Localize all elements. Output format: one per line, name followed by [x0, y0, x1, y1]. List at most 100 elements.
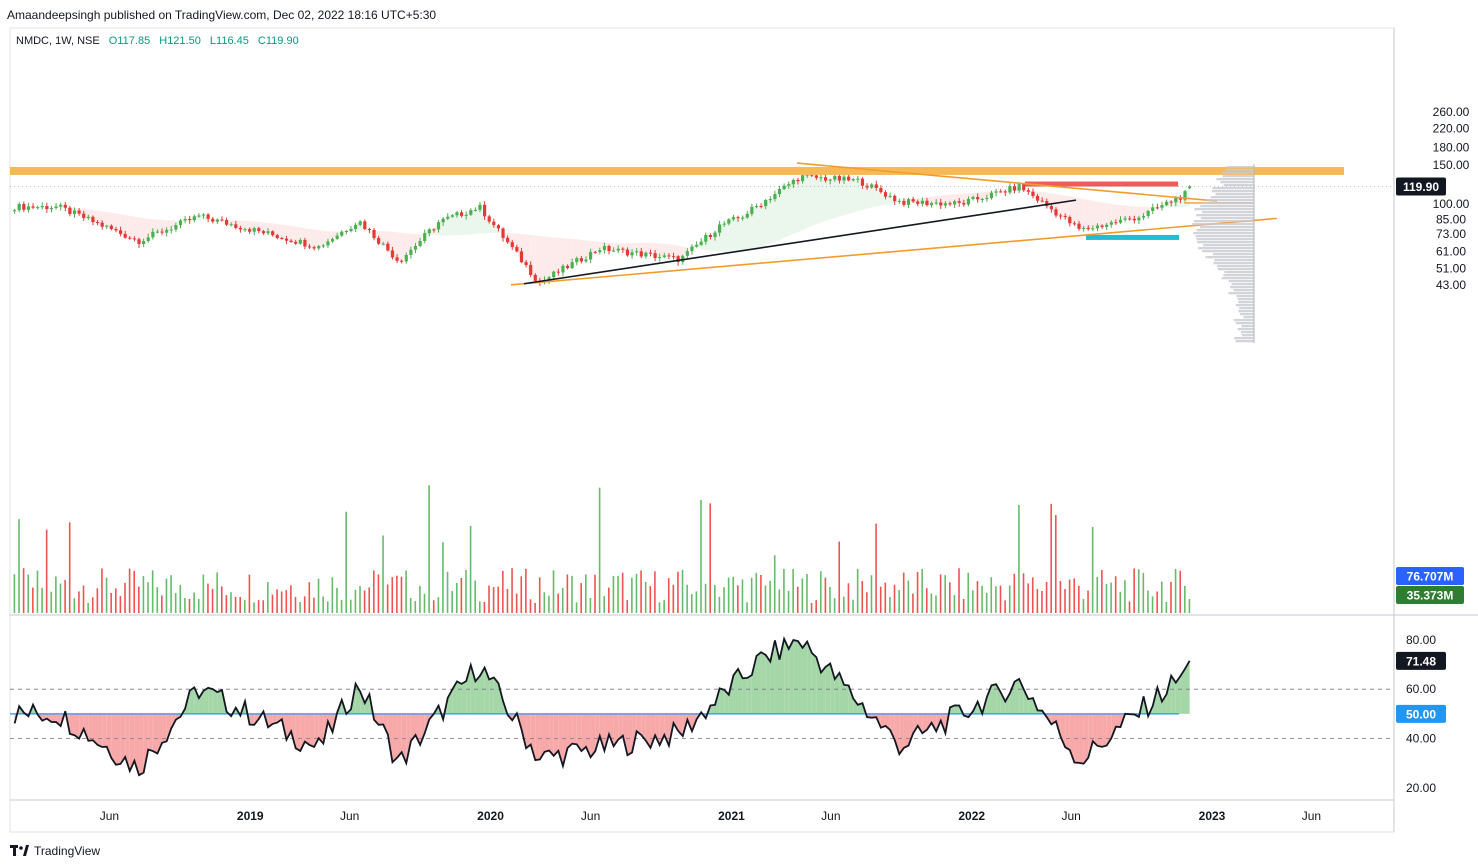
volume-profile-bar: [1243, 316, 1254, 319]
ma-fill-segment: [277, 223, 282, 239]
volume-bar: [658, 602, 661, 613]
ma-fill-segment: [1106, 203, 1112, 225]
tradingview-logo[interactable]: TradingView: [10, 844, 100, 858]
candle-body: [501, 228, 505, 238]
rsi-fill-segment: [217, 690, 222, 714]
candle-body: [400, 260, 404, 262]
volume-bar: [944, 575, 947, 613]
candle-body: [1188, 186, 1192, 189]
candle-body: [625, 249, 630, 256]
volume-profile-bar: [1235, 304, 1254, 307]
candle-body: [828, 179, 832, 181]
volume-bar: [635, 573, 638, 613]
candle-body: [837, 175, 842, 181]
candle-body: [303, 239, 307, 247]
volume-profile-bar: [1223, 274, 1254, 277]
rsi-fill-segment: [447, 689, 453, 714]
volume-bar: [299, 601, 301, 613]
volume-bar: [695, 591, 698, 613]
rsi-fill-segment: [1097, 713, 1103, 747]
volume-bar: [1160, 581, 1163, 613]
rsi-current-badge-bg: [1396, 651, 1446, 670]
price-tick-label: 260.00: [1433, 105, 1470, 119]
price-tick-label: 150.00: [1433, 158, 1470, 172]
ma-fill-segment: [139, 217, 144, 245]
volume-bar: [1184, 585, 1186, 613]
ma-fill-segment: [733, 217, 739, 252]
volume-bar: [626, 600, 629, 613]
volume-profile-bar: [1217, 265, 1254, 268]
candle-body: [326, 241, 330, 246]
ma-fill-segment: [871, 184, 877, 208]
ma-fill-segment: [475, 204, 481, 235]
candle-body: [805, 174, 809, 176]
volume-bar: [202, 574, 205, 613]
ma-fill-segment: [816, 177, 821, 225]
rsi-fill-segment: [765, 654, 771, 714]
candle-body: [372, 229, 376, 239]
rsi-tick-label: 40.00: [1406, 732, 1436, 746]
volume-bar: [483, 601, 486, 613]
volume-bar: [1165, 601, 1168, 613]
ma-fill-segment: [562, 238, 568, 269]
volume-bar: [654, 571, 656, 613]
rsi-fill-segment: [590, 713, 596, 758]
time-tick-label: 2021: [718, 809, 745, 823]
rsi-fill-segment: [46, 713, 52, 722]
ma-fill-segment: [756, 206, 762, 249]
candle-body: [598, 250, 602, 253]
volume-profile-bar: [1203, 202, 1254, 205]
ma-fill-segment: [286, 225, 292, 242]
candle-body: [510, 242, 514, 248]
ma-fill-segment: [498, 228, 504, 238]
volume-bar: [875, 523, 877, 613]
volume-bar: [824, 577, 827, 613]
rsi-fill-segment: [97, 713, 103, 748]
rsi-fill-segment: [585, 713, 591, 758]
ma-fill-segment: [857, 178, 863, 212]
volume-badge: 35.373M: [1407, 589, 1454, 603]
candle-body: [178, 220, 183, 226]
volume-bar: [161, 595, 163, 613]
candle-body: [423, 233, 427, 241]
volume-bar: [644, 581, 647, 613]
rsi-line: [13, 636, 1191, 777]
price-tick-label: 220.00: [1433, 121, 1470, 135]
candle-body: [985, 198, 989, 200]
rsi-fill-segment: [913, 713, 918, 734]
volume-bar: [838, 541, 841, 613]
volume-bar: [1114, 576, 1117, 613]
volume-bar: [783, 568, 785, 613]
volume-bar: [677, 571, 679, 613]
rsi-fill-segment: [1166, 675, 1172, 714]
candle-body: [114, 229, 118, 231]
rsi-fill-segment: [1069, 713, 1075, 763]
candle-body: [413, 246, 418, 250]
volume-bar: [962, 598, 965, 613]
ma-fill-segment: [245, 220, 250, 232]
volume-bar: [1050, 503, 1052, 613]
candle-body: [289, 240, 293, 242]
volume-bar: [727, 577, 730, 613]
rsi-fill-segment: [134, 713, 140, 776]
volume-bar: [787, 590, 790, 613]
volume-bar: [681, 569, 684, 613]
rsi-fill-segment: [1000, 692, 1006, 714]
volume-profile-bar: [1212, 187, 1254, 190]
volume-bar: [18, 519, 20, 613]
candle-body: [1160, 205, 1164, 208]
rsi-fill-segment: [811, 652, 817, 714]
rsi-fill-segment: [1171, 675, 1176, 714]
volume-profile-bar: [1226, 166, 1254, 169]
volume-profile-bar: [1213, 253, 1254, 256]
volume-badge-bg: [1396, 586, 1464, 604]
ma-fill-segment: [295, 226, 301, 244]
volume-bar: [760, 574, 762, 613]
volume-bar: [879, 586, 882, 613]
candle-body: [989, 192, 994, 199]
candle-body: [390, 250, 395, 258]
candle-body: [45, 205, 49, 210]
volume-profile-bar: [1201, 211, 1254, 214]
ma-fill-segment: [954, 193, 960, 203]
